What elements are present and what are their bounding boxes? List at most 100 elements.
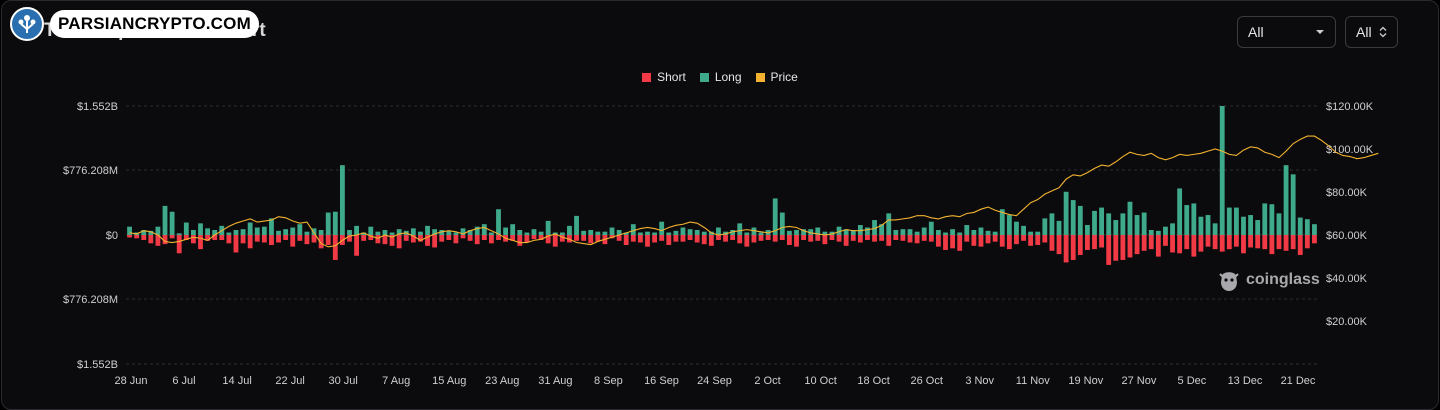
short-bar bbox=[964, 235, 970, 242]
long-bar bbox=[843, 229, 849, 235]
long-bar bbox=[879, 224, 885, 235]
short-bar bbox=[581, 235, 587, 241]
long-bar bbox=[950, 229, 955, 235]
short-bar bbox=[311, 235, 317, 243]
legend-item-short[interactable]: Short bbox=[642, 70, 686, 84]
short-bar bbox=[496, 235, 501, 240]
long-bar bbox=[900, 229, 906, 235]
long-bar bbox=[992, 231, 998, 235]
short-bar bbox=[950, 235, 955, 249]
x-axis-tick: 27 Nov bbox=[1121, 375, 1156, 387]
long-bar bbox=[261, 226, 267, 235]
long-bar bbox=[1155, 230, 1161, 235]
exchange-select-value: All bbox=[1356, 24, 1372, 40]
short-bar bbox=[978, 235, 984, 247]
long-bar bbox=[701, 231, 707, 235]
long-bar bbox=[524, 232, 530, 235]
long-bar bbox=[630, 224, 636, 235]
x-axis-tick: 18 Oct bbox=[857, 375, 889, 387]
long-bar bbox=[1042, 218, 1048, 235]
long-bar bbox=[1014, 221, 1019, 235]
short-bar bbox=[1006, 235, 1012, 250]
short-bar bbox=[474, 235, 480, 245]
range-select[interactable]: All bbox=[1237, 16, 1336, 48]
short-bar bbox=[786, 235, 792, 245]
short-bar bbox=[276, 235, 281, 243]
legend-swatch-price bbox=[755, 72, 765, 82]
short-bar bbox=[212, 235, 218, 240]
long-bar bbox=[914, 231, 920, 235]
long-bar bbox=[978, 227, 984, 235]
short-bar bbox=[808, 235, 814, 242]
long-bar bbox=[567, 225, 572, 235]
x-axis-tick: 22 Jul bbox=[275, 375, 304, 387]
long-bar bbox=[559, 232, 565, 235]
legend-item-price[interactable]: Price bbox=[755, 70, 798, 84]
long-bar bbox=[148, 230, 154, 235]
long-bar bbox=[155, 226, 161, 235]
long-bar bbox=[410, 228, 416, 235]
short-bar bbox=[467, 235, 473, 241]
long-bar bbox=[425, 225, 430, 235]
long-bar bbox=[794, 230, 799, 235]
short-bar bbox=[325, 235, 331, 245]
long-bar bbox=[503, 227, 508, 235]
long-bar bbox=[162, 205, 168, 235]
short-bar bbox=[957, 235, 963, 251]
exchange-select[interactable]: All bbox=[1345, 16, 1398, 48]
short-bar bbox=[538, 235, 544, 240]
long-bar bbox=[1226, 207, 1232, 235]
long-bar bbox=[935, 230, 941, 235]
short-bar bbox=[559, 235, 565, 242]
short-bar bbox=[453, 235, 459, 244]
short-bar bbox=[439, 235, 445, 242]
long-bar bbox=[389, 232, 395, 235]
short-bar bbox=[226, 235, 232, 244]
short-bar bbox=[772, 235, 778, 242]
long-bar bbox=[623, 232, 629, 235]
long-bar bbox=[1255, 220, 1261, 235]
short-bar bbox=[1241, 235, 1246, 254]
short-bar bbox=[744, 235, 750, 247]
short-bar bbox=[247, 235, 253, 249]
long-bar bbox=[339, 165, 345, 235]
long-bar bbox=[460, 228, 466, 235]
short-bar bbox=[141, 235, 147, 240]
long-bar bbox=[1212, 223, 1218, 235]
short-bar bbox=[872, 235, 877, 242]
short-bar bbox=[1014, 235, 1019, 245]
short-bar bbox=[545, 235, 551, 244]
legend-item-long[interactable]: Long bbox=[699, 70, 742, 84]
x-axis-tick: 26 Oct bbox=[910, 375, 942, 387]
long-bar bbox=[1127, 201, 1133, 235]
long-bar bbox=[1177, 188, 1183, 235]
short-bar bbox=[552, 235, 558, 247]
long-bar bbox=[311, 228, 317, 235]
long-bar bbox=[1148, 230, 1154, 235]
long-bar bbox=[1191, 203, 1197, 235]
short-bar bbox=[843, 235, 849, 246]
long-bar bbox=[772, 198, 778, 235]
short-bar bbox=[148, 235, 154, 244]
short-bar bbox=[794, 235, 799, 247]
short-bar bbox=[240, 235, 246, 244]
long-bar bbox=[1283, 165, 1289, 235]
x-axis-tick: 11 Nov bbox=[1016, 375, 1051, 387]
long-bar bbox=[581, 230, 587, 235]
short-bar bbox=[985, 235, 991, 244]
long-bar bbox=[517, 230, 523, 235]
short-bar bbox=[971, 235, 977, 246]
short-bar bbox=[347, 235, 352, 242]
long-bar bbox=[347, 230, 352, 235]
long-bar bbox=[205, 228, 210, 235]
short-bar bbox=[801, 235, 806, 240]
short-bar bbox=[290, 235, 296, 247]
range-select-value: All bbox=[1248, 24, 1264, 40]
long-bar bbox=[1099, 207, 1104, 235]
short-bar bbox=[836, 235, 842, 242]
short-bar bbox=[1219, 235, 1225, 252]
short-bar bbox=[261, 235, 267, 243]
short-bar bbox=[1063, 235, 1069, 263]
long-bar bbox=[240, 229, 246, 235]
coinglass-icon bbox=[1219, 272, 1239, 291]
